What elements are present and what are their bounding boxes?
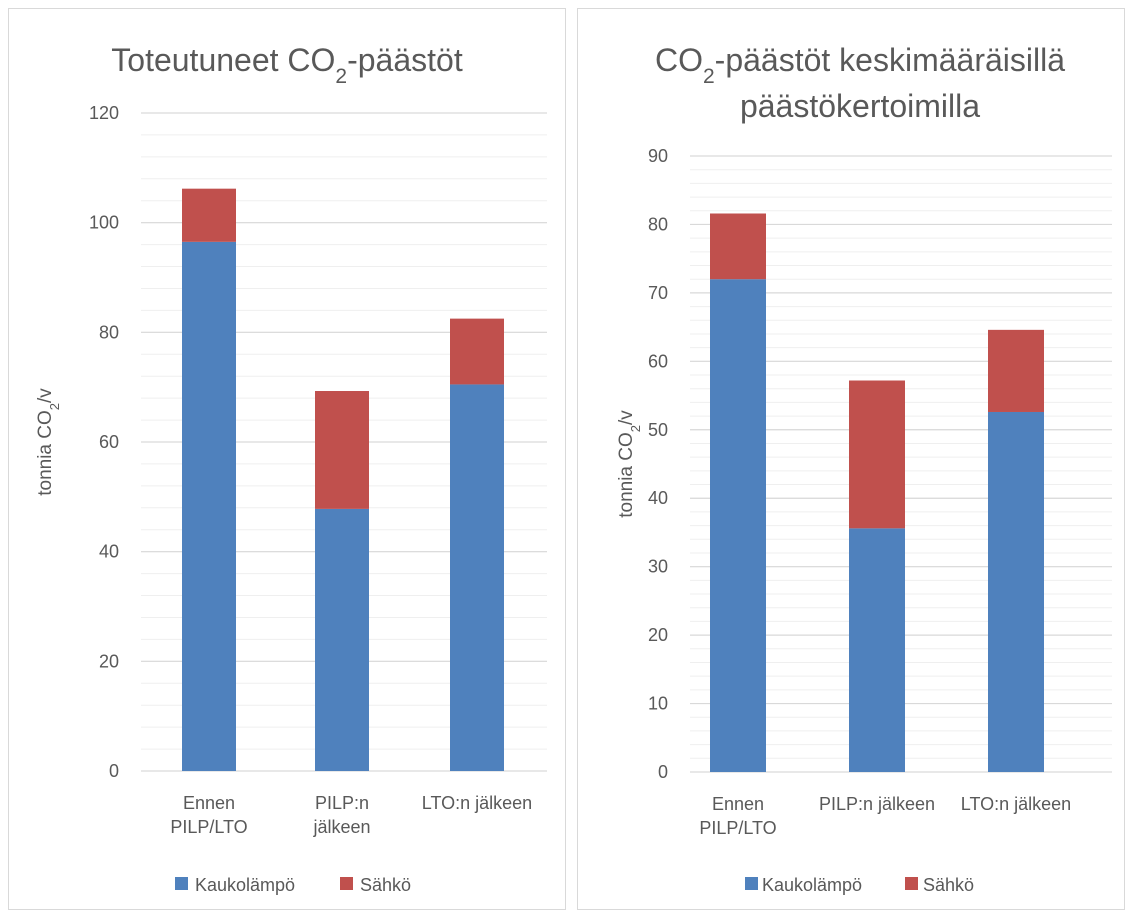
y-tick-label: 100 bbox=[89, 213, 119, 233]
x-category-label: Ennen bbox=[183, 793, 235, 813]
legend-label-sahko: Sähkö bbox=[923, 875, 974, 895]
legend-label-kaukolampo: Kaukolämpö bbox=[762, 875, 862, 895]
bar-sahko bbox=[849, 380, 905, 529]
y-tick-label: 60 bbox=[99, 432, 119, 452]
legend-label-kaukolampo: Kaukolämpö bbox=[195, 875, 295, 895]
y-tick-label: 90 bbox=[648, 146, 668, 166]
chart-title: Toteutuneet CO2-päästöt bbox=[111, 42, 463, 88]
y-tick-label: 20 bbox=[648, 625, 668, 645]
chart-title-line2: päästökertoimilla bbox=[740, 88, 980, 124]
y-axis-label: tonnia CO2/v bbox=[35, 388, 62, 496]
bar-sahko bbox=[315, 391, 369, 509]
y-tick-label: 10 bbox=[648, 694, 668, 714]
bar-sahko bbox=[182, 188, 236, 242]
chart-panel-left: Toteutuneet CO2-päästöt 0 20 40 60 80 100 120 to… bbox=[8, 8, 566, 910]
bar-sahko bbox=[710, 213, 766, 280]
bar-kaukolampo bbox=[849, 528, 905, 772]
bar-kaukolampo bbox=[315, 508, 369, 771]
x-category-label: LTO:n jälkeen bbox=[961, 794, 1071, 814]
y-tick-label: 40 bbox=[99, 542, 119, 562]
y-tick-label: 70 bbox=[648, 283, 668, 303]
legend-swatch-kaukolampo bbox=[745, 877, 758, 890]
legend-label-sahko: Sähkö bbox=[360, 875, 411, 895]
x-category-label: LTO:n jälkeen bbox=[422, 793, 532, 813]
bar-kaukolampo bbox=[710, 279, 766, 772]
bar-kaukolampo bbox=[988, 411, 1044, 772]
chart-left: Toteutuneet CO2-päästöt 0 20 40 60 80 100 120 to… bbox=[35, 42, 547, 895]
y-tick-label: 40 bbox=[648, 488, 668, 508]
y-tick-label: 20 bbox=[99, 651, 119, 671]
x-category-label: PILP/LTO bbox=[699, 818, 776, 838]
y-tick-label: 30 bbox=[648, 557, 668, 577]
chart-right: CO2-päästöt keskimääräisilläpäästökertoi… bbox=[616, 42, 1112, 895]
chart-title: CO2-päästöt keskimääräisillä bbox=[655, 42, 1065, 88]
bar-sahko bbox=[450, 318, 504, 385]
x-category-label: Ennen bbox=[712, 794, 764, 814]
x-category-label: PILP:n bbox=[315, 793, 369, 813]
x-category-label: PILP/LTO bbox=[170, 817, 247, 837]
legend-swatch-sahko bbox=[905, 877, 918, 890]
y-axis-label: tonnia CO2/v bbox=[616, 410, 643, 518]
y-tick-label: 80 bbox=[99, 322, 119, 342]
bar-kaukolampo bbox=[450, 384, 504, 771]
chart-panel-right: CO2-päästöt keskimääräisillä päästökertoi… bbox=[577, 8, 1125, 910]
y-tick-label: 120 bbox=[89, 103, 119, 123]
x-category-label: jälkeen bbox=[312, 817, 370, 837]
y-tick-label: 60 bbox=[648, 351, 668, 371]
x-category-label: PILP:n jälkeen bbox=[819, 794, 935, 814]
bar-kaukolampo bbox=[182, 241, 236, 771]
legend-swatch-sahko bbox=[340, 877, 353, 890]
legend-swatch-kaukolampo bbox=[175, 877, 188, 890]
bar-sahko bbox=[988, 329, 1044, 412]
y-tick-label: 0 bbox=[658, 762, 668, 782]
y-tick-label: 0 bbox=[109, 761, 119, 781]
y-tick-label: 80 bbox=[648, 214, 668, 234]
y-tick-label: 50 bbox=[648, 420, 668, 440]
